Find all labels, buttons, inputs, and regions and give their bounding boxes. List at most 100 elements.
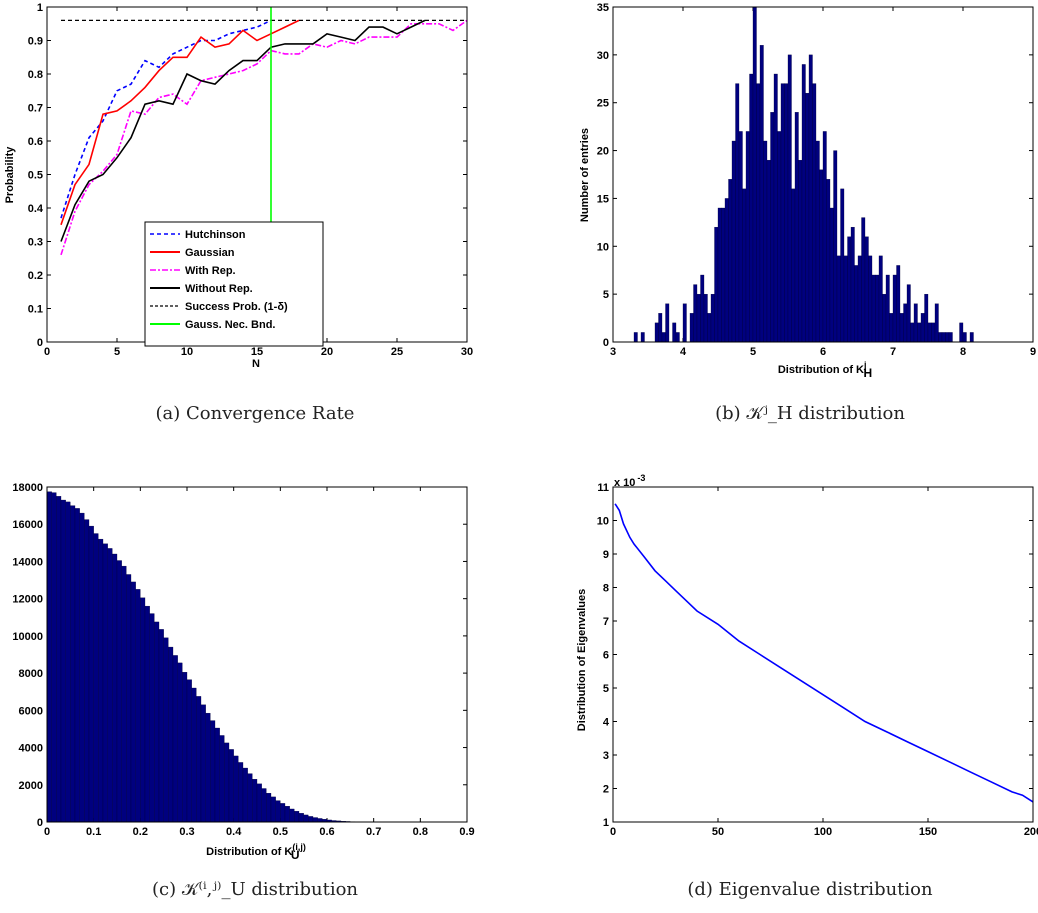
panel-a-legend: Hutchinson Gaussian With Rep. Without Re… <box>144 221 324 347</box>
panel-d-xtick-label: 200 <box>1024 826 1038 838</box>
panel-c-bar <box>252 779 258 823</box>
legend-box <box>144 221 324 347</box>
panel-a-ytick-label: 0 <box>37 337 43 349</box>
panel-c-ytick-label: 16000 <box>12 519 43 531</box>
panel-b-bar <box>920 313 925 343</box>
panel-d-xtick-label: 100 <box>814 826 832 838</box>
panel-b-bar <box>896 265 901 343</box>
panel-c-ytick-label: 0 <box>37 817 43 829</box>
panel-b-bar <box>675 332 680 343</box>
panel-c-bar <box>121 565 127 823</box>
panel-c-bar <box>224 742 230 823</box>
panel-c-xlabel-main: Distribution of K <box>206 846 292 858</box>
panel-b-xtick-label: 6 <box>820 346 826 358</box>
panel-c-bar <box>312 817 318 823</box>
panel-b-bar <box>847 236 852 343</box>
panel-b-bar <box>903 303 908 343</box>
panel-b-ylabel: Number of entries <box>579 128 591 222</box>
panel-b-bar <box>885 274 890 343</box>
panel-b-ytick-label: 25 <box>597 98 609 110</box>
legend-label-gauss-nec-bnd: Gauss. Nec. Bnd. <box>185 319 275 331</box>
panel-c-bar <box>270 796 276 823</box>
panel-b-ytick-label: 20 <box>597 146 609 158</box>
panel-c-bar <box>130 581 136 823</box>
panel-b-bar <box>742 188 747 343</box>
panel-b-bar <box>808 54 813 343</box>
panel-d-xtick-label: 50 <box>712 826 724 838</box>
panel-c-ytick-label: 2000 <box>19 780 43 792</box>
panel-a-xlabel: N <box>252 358 260 370</box>
panel-d-ytick-label: 6 <box>603 650 609 662</box>
panel-b-bar <box>791 188 796 343</box>
panel-b-bar <box>927 322 932 343</box>
panel-d-ytick-label: 1 <box>603 817 609 829</box>
panel-b-xtick-label: 8 <box>960 346 966 358</box>
panel-b-bar <box>861 217 866 343</box>
panel-b-bar <box>826 179 831 343</box>
panel-a-xtick-label: 25 <box>391 346 403 358</box>
panel-c-bar <box>56 496 62 823</box>
panel-c-xlabel-sub: U <box>291 848 300 862</box>
panel-b-bar <box>882 293 887 343</box>
panel-b-bar <box>654 322 659 343</box>
panel-c-xtick-label: 0.1 <box>86 826 101 838</box>
panel-c-bar <box>79 512 85 823</box>
panel-c-bar <box>191 687 197 823</box>
panel-c-xtick-label: 0.5 <box>273 826 288 838</box>
panel-b-frame <box>612 6 1034 343</box>
panel-c-ytick-label: 12000 <box>12 594 43 606</box>
panel-b-bar <box>759 45 764 343</box>
panel-b-xlabel-sub: H <box>864 366 873 380</box>
panel-c-bar <box>135 589 141 823</box>
panel-c-ytick-label: 18000 <box>12 482 43 494</box>
panel-c-ytick-label: 10000 <box>12 631 43 643</box>
panel-c-bar <box>154 621 160 823</box>
panel-c-bar <box>214 727 220 823</box>
panel-c-bar <box>196 696 202 823</box>
panel-b-bar <box>738 131 743 343</box>
panel-b-bar <box>836 255 841 343</box>
panel-b-xlabel: Distribution of Kj H <box>778 360 872 380</box>
panel-a-ytick-label: 0.5 <box>28 170 43 182</box>
panel-b-bar <box>724 198 729 343</box>
panel-b-bar <box>665 303 670 343</box>
panel-c-bar <box>102 543 108 823</box>
panel-b-bar <box>868 255 873 343</box>
panel-a-ytick-label: 0.7 <box>28 103 43 115</box>
panel-b-bar <box>815 140 820 343</box>
panel-a-ytick-label: 0.9 <box>28 36 43 48</box>
panel-c-frame <box>46 486 468 823</box>
panel-b-bar <box>721 207 726 343</box>
panel-b-bar <box>770 112 775 343</box>
panel-d-ytick-label: 9 <box>603 549 609 561</box>
panel-c-bar <box>93 533 99 823</box>
panel-d-xtick-label: 150 <box>919 826 937 838</box>
panel-b-ytick-label: 15 <box>597 193 609 205</box>
panel-c-bar <box>298 813 304 823</box>
panel-c-bar <box>163 637 169 823</box>
panel-d-ylabel: Distribution of Eigenvalues <box>576 589 588 731</box>
panel-b-bar <box>917 322 922 343</box>
panel-b-xlabel-sup: j <box>863 360 867 370</box>
legend-label-with-rep: With Rep. <box>185 265 236 277</box>
panel-b-bar <box>766 159 771 343</box>
panel-c-bar <box>200 704 206 823</box>
panel-d-ytick-label: 10 <box>597 516 609 528</box>
panel-b-bar <box>913 303 918 343</box>
panel-b-ytick-label: 5 <box>603 289 609 301</box>
panel-c-bar <box>98 538 104 823</box>
legend-label-without-rep: Without Rep. <box>185 283 253 295</box>
panel-a-ytick-label: 1 <box>37 2 43 14</box>
panel-c-bar <box>238 762 244 823</box>
panel-a-ytick-label: 0.8 <box>28 69 43 81</box>
panel-c-xtick-label: 0 <box>44 826 50 838</box>
panel-c-bar <box>112 553 118 823</box>
legend-label-gaussian: Gaussian <box>185 247 235 259</box>
panel-c-bar <box>74 508 80 823</box>
panel-c-bar <box>261 788 267 823</box>
panel-c-bar <box>177 662 183 823</box>
panel-c-bar <box>294 811 300 823</box>
panel-a-caption: (a) Convergence Rate <box>156 403 355 424</box>
panel-b-bar <box>857 255 862 343</box>
